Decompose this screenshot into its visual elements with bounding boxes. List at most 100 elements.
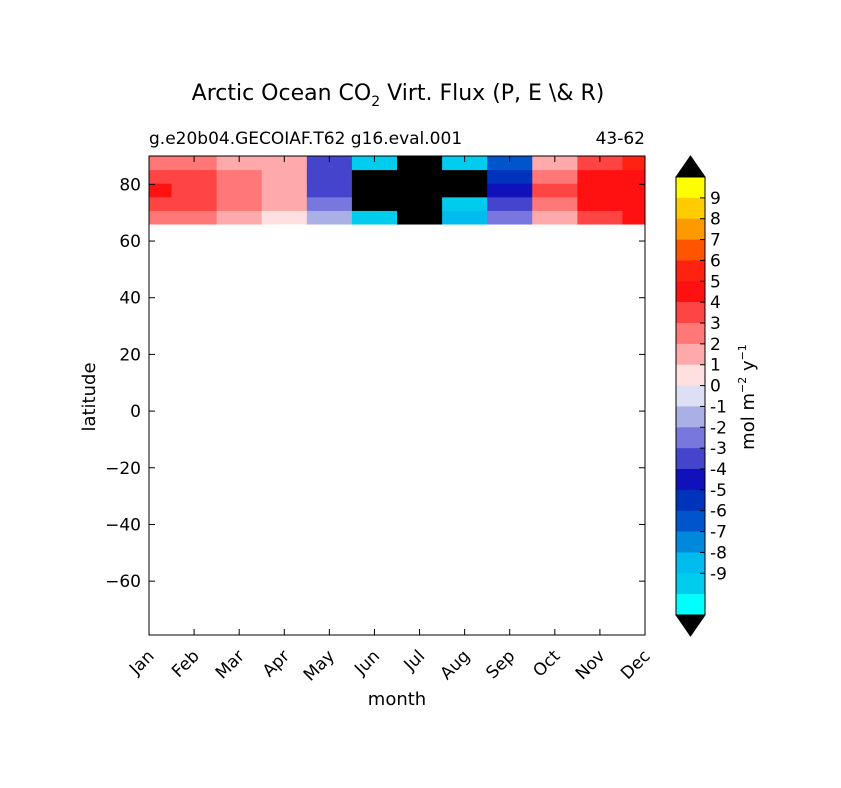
colorbar-swatch — [676, 385, 705, 407]
colorbar-swatch — [676, 469, 705, 491]
colorbar-swatch — [676, 218, 705, 240]
heatmap-cell — [306, 156, 353, 171]
heatmap-cell — [171, 210, 218, 225]
heatmap-cell — [171, 183, 218, 198]
colorbar-tick-label: 0 — [710, 377, 721, 397]
heatmap-cell — [149, 156, 173, 171]
x-tick-label: Dec — [617, 646, 654, 683]
heatmap-cell — [442, 156, 488, 171]
y-tick-label: 40 — [119, 289, 141, 309]
chart-title: Arctic Ocean CO2 Virt. Flux (P, E \& R) — [192, 81, 605, 110]
heatmap-cell — [397, 210, 443, 225]
heatmap-cell — [216, 183, 263, 198]
heatmap-cell — [216, 156, 263, 171]
x-tick-label: Mar — [212, 646, 249, 683]
heatmap-cell — [532, 156, 578, 171]
colorbar-tick-label: -9 — [710, 564, 727, 584]
heatmap-cell — [149, 196, 173, 211]
heatmap-cell — [171, 169, 218, 184]
colorbar-tick-label: -7 — [710, 523, 727, 543]
heatmap-cell — [351, 169, 398, 184]
colorbar-tick-label: -1 — [710, 397, 727, 417]
colorbar-label-main: mol m — [738, 393, 759, 450]
colorbar-tick-label: 5 — [710, 272, 721, 292]
subtitle-right: 43-62 — [596, 129, 645, 149]
heatmap-cell — [149, 210, 173, 225]
x-tick-label: May — [300, 646, 339, 685]
heatmap-cell — [216, 210, 263, 225]
colorbar-tick-label: -5 — [710, 481, 727, 501]
colorbar-swatch — [676, 239, 705, 261]
x-tick-label: Feb — [168, 646, 203, 681]
heatmap-cell — [306, 210, 353, 225]
y-tick-label: 0 — [130, 402, 141, 422]
chart-title-rest: Virt. Flux (P, E \& R) — [380, 81, 604, 106]
chart-title-main: Arctic Ocean CO — [192, 81, 372, 106]
y-axis-label: latitude — [79, 362, 100, 431]
heatmap-cell — [351, 196, 398, 211]
colorbar-swatch — [676, 406, 705, 428]
heatmap-cell — [622, 183, 646, 198]
colorbar-frame — [675, 176, 706, 616]
colorbar-tick-label: 3 — [710, 314, 721, 334]
x-tick-label: Apr — [259, 646, 294, 681]
colorbar-tick-label: -4 — [710, 460, 727, 480]
colorbar-swatch — [676, 302, 705, 324]
colorbar-tick-label: 7 — [710, 231, 721, 251]
colorbar-swatch — [676, 323, 705, 345]
heatmap-cell — [487, 183, 533, 198]
contour-layer — [149, 156, 646, 225]
colorbar-swatch — [676, 260, 705, 282]
heatmap-cell — [397, 169, 443, 184]
heatmap-cell — [622, 210, 646, 225]
heatmap-cell — [622, 169, 646, 184]
plot-background — [149, 156, 645, 635]
heatmap-cell — [577, 169, 623, 184]
heatmap-cell — [442, 183, 488, 198]
colorbar-label: mol m−2 y−1 — [736, 344, 759, 450]
colorbar-swatch — [676, 552, 705, 574]
heatmap-cell — [261, 169, 308, 184]
colorbar-over-arrow — [675, 155, 706, 178]
heatmap-cell — [351, 183, 398, 198]
x-tick-label: Jul — [400, 646, 429, 675]
heatmap-cell — [171, 156, 218, 171]
heatmap-cell — [351, 210, 398, 225]
x-tick-label: Oct — [529, 646, 564, 681]
colorbar-swatch — [676, 531, 705, 553]
colorbar-swatch — [676, 489, 705, 512]
colorbar-label-exp2: −1 — [736, 344, 749, 360]
heatmap-cell — [577, 210, 623, 225]
heatmap-cell — [442, 196, 488, 211]
colorbar-swatch — [676, 427, 705, 449]
colorbar-tick-label: -8 — [710, 543, 727, 563]
x-tick-label: Jan — [125, 646, 158, 679]
heatmap-cell — [149, 183, 173, 198]
heatmap-cell — [261, 183, 308, 198]
colorbar-swatch — [676, 364, 705, 386]
colorbar-tick-label: 1 — [710, 356, 721, 376]
heatmap-cell — [397, 183, 443, 198]
x-tick-label: Sep — [482, 646, 519, 683]
heatmap-cell — [532, 210, 578, 225]
y-tick-label: −20 — [105, 459, 141, 479]
x-tick-label: Nov — [572, 646, 610, 684]
heatmap-cell — [397, 196, 443, 211]
heatmap-cell — [216, 196, 263, 211]
colorbar-swatch — [676, 281, 705, 303]
heatmap-cell — [487, 156, 533, 171]
heatmap-cell — [261, 196, 308, 211]
x-tick-label: Aug — [437, 646, 475, 684]
plot-area: 80 60 40 20 0 −20 −40 −60 Jan Feb Mar Apr May Jun Jul… — [105, 155, 655, 685]
heatmap-cell — [487, 169, 533, 184]
heatmap-cell — [306, 183, 353, 198]
heatmap-cell — [261, 156, 308, 171]
y-tick-label: −40 — [105, 515, 141, 535]
colorbar-swatch — [676, 343, 705, 366]
heatmap-cell — [577, 156, 623, 171]
heatmap-cell — [351, 156, 398, 171]
colorbar-label-mid: y — [738, 360, 759, 377]
chart-title-subscript: 2 — [371, 94, 380, 110]
